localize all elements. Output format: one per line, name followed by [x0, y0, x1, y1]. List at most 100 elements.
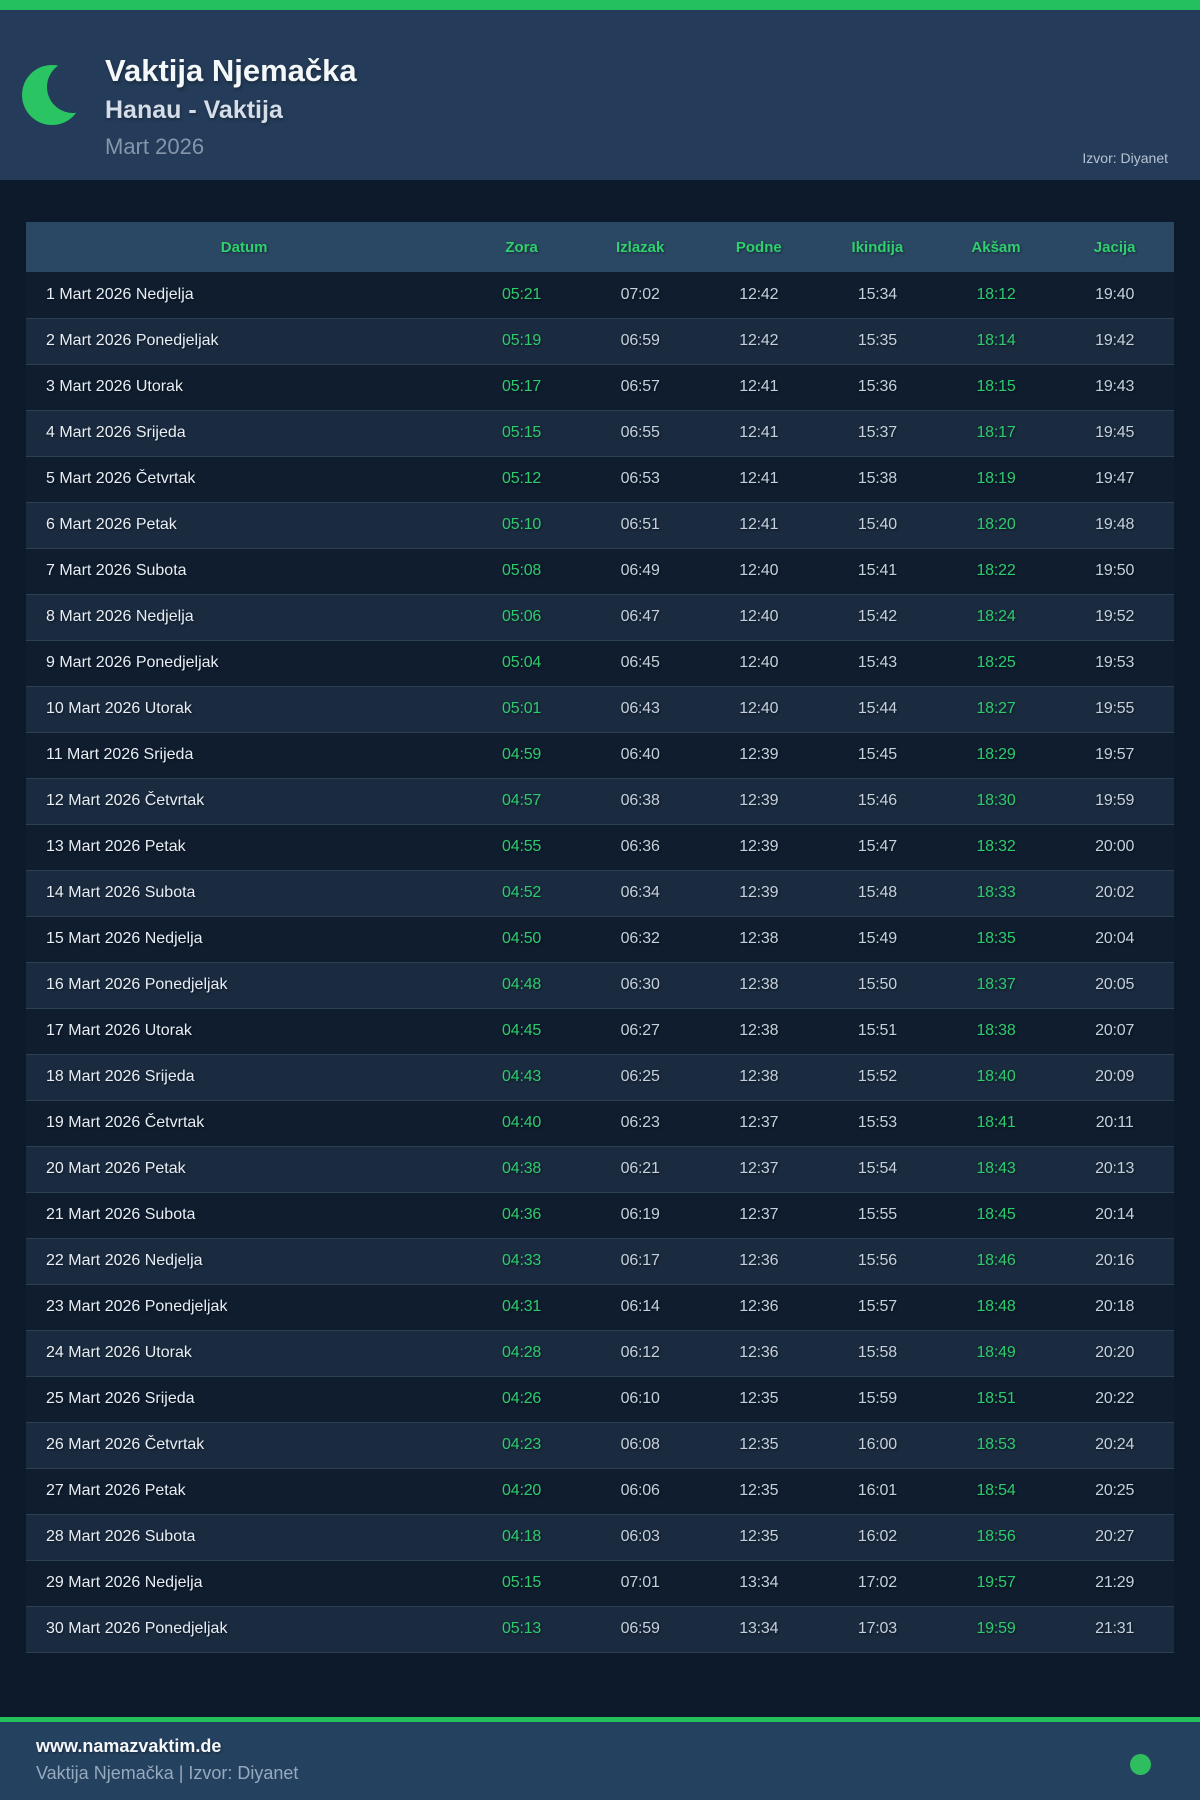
podne-time: 12:39	[739, 746, 779, 763]
ikindija-time: 15:41	[857, 562, 897, 579]
aksam-time: 18:17	[976, 424, 1016, 441]
ikindija-time: 16:01	[857, 1482, 897, 1499]
aksam-time: 18:12	[976, 285, 1016, 303]
izlazak-time: 06:43	[620, 700, 660, 717]
date-cell: 4 Mart 2026 Srijeda	[46, 424, 186, 441]
podne-time: 12:40	[739, 608, 779, 625]
podne-time: 12:37	[739, 1206, 779, 1223]
podne-time: 12:38	[739, 976, 779, 993]
date-cell: 18 Mart 2026 Srijeda	[46, 1068, 195, 1085]
aksam-time: 18:29	[976, 746, 1016, 763]
jacija-time: 20:11	[1095, 1114, 1134, 1131]
table-row: 4 Mart 2026 Srijeda 05:15 06:55 12:41 15…	[26, 410, 1174, 456]
ikindija-time: 17:03	[857, 1620, 897, 1637]
date-cell: 22 Mart 2026 Nedjelja	[46, 1252, 203, 1269]
podne-time: 12:38	[739, 1068, 779, 1085]
month-label: Mart 2026	[105, 133, 205, 159]
table-row: 17 Mart 2026 Utorak 04:45 06:27 12:38 15…	[26, 1008, 1174, 1054]
table-row: 25 Mart 2026 Srijeda 04:26 06:10 12:35 1…	[26, 1376, 1174, 1422]
aksam-time: 18:15	[976, 378, 1016, 395]
ikindija-time: 15:40	[857, 516, 897, 533]
jacija-time: 19:59	[1095, 792, 1135, 809]
date-cell: 2 Mart 2026 Ponedjeljak	[46, 332, 219, 349]
table-row: 29 Mart 2026 Nedjelja 05:15 07:01 13:34 …	[26, 1560, 1174, 1606]
izlazak-time: 06:19	[620, 1206, 660, 1223]
prayer-times-table: Datum Zora Izlazak Podne Ikindija Akšam …	[26, 222, 1174, 1653]
ikindija-time: 15:50	[857, 976, 897, 993]
zora-time: 04:31	[502, 1298, 542, 1315]
date-cell: 26 Mart 2026 Četvrtak	[46, 1436, 205, 1453]
ikindija-time: 15:36	[857, 378, 897, 395]
izlazak-time: 07:02	[620, 285, 660, 303]
jacija-time: 20:13	[1095, 1160, 1135, 1177]
aksam-time: 18:19	[976, 470, 1016, 487]
date-cell: 24 Mart 2026 Utorak	[46, 1344, 192, 1361]
aksam-time: 18:33	[976, 884, 1016, 901]
ikindija-time: 16:02	[857, 1528, 897, 1545]
izlazak-time: 06:59	[620, 332, 660, 349]
aksam-time: 18:40	[976, 1068, 1016, 1085]
zora-time: 04:57	[502, 792, 542, 809]
podne-time: 12:42	[739, 285, 779, 303]
prayer-times-section: Datum Zora Izlazak Podne Ikindija Akšam …	[0, 180, 1200, 1717]
jacija-time: 19:53	[1095, 654, 1135, 671]
date-cell: 8 Mart 2026 Nedjelja	[46, 608, 194, 625]
aksam-time: 18:32	[976, 838, 1016, 855]
zora-time: 05:04	[502, 654, 542, 671]
jacija-time: 19:40	[1095, 285, 1135, 303]
podne-time: 12:39	[739, 884, 779, 901]
podne-time: 13:34	[739, 1620, 779, 1637]
zora-time: 04:23	[502, 1436, 542, 1453]
date-cell: 30 Mart 2026 Ponedjeljak	[46, 1620, 228, 1637]
table-row: 8 Mart 2026 Nedjelja 05:06 06:47 12:40 1…	[26, 594, 1174, 640]
zora-time: 04:59	[502, 746, 542, 763]
table-row: 23 Mart 2026 Ponedjeljak 04:31 06:14 12:…	[26, 1284, 1174, 1330]
podne-time: 12:36	[739, 1344, 779, 1361]
aksam-time: 18:24	[976, 608, 1016, 625]
ikindija-time: 15:37	[857, 424, 897, 441]
ikindija-time: 15:38	[857, 470, 897, 487]
zora-time: 04:36	[502, 1206, 542, 1223]
izlazak-time: 06:38	[620, 792, 660, 809]
izlazak-time: 06:49	[620, 562, 660, 579]
jacija-time: 19:52	[1095, 608, 1135, 625]
table-row: 16 Mart 2026 Ponedjeljak 04:48 06:30 12:…	[26, 962, 1174, 1008]
podne-time: 12:37	[739, 1114, 779, 1131]
zora-time: 05:01	[502, 700, 542, 717]
podne-time: 12:36	[739, 1298, 779, 1315]
date-cell: 1 Mart 2026 Nedjelja	[46, 285, 194, 303]
jacija-time: 19:57	[1095, 746, 1135, 763]
ikindija-time: 15:57	[857, 1298, 897, 1315]
zora-time: 04:55	[502, 838, 542, 855]
podne-time: 12:41	[739, 424, 779, 441]
jacija-time: 20:27	[1095, 1528, 1135, 1545]
date-cell: 17 Mart 2026 Utorak	[46, 1022, 192, 1039]
date-cell: 25 Mart 2026 Srijeda	[46, 1390, 195, 1407]
izlazak-time: 06:12	[620, 1344, 660, 1361]
podne-time: 12:42	[739, 332, 779, 349]
ikindija-time: 15:55	[857, 1206, 897, 1223]
table-row: 12 Mart 2026 Četvrtak 04:57 06:38 12:39 …	[26, 778, 1174, 824]
page-footer: www.namazvaktim.de Vaktija Njemačka | Iz…	[0, 1722, 1200, 1800]
jacija-time: 20:18	[1095, 1298, 1135, 1315]
date-cell: 19 Mart 2026 Četvrtak	[46, 1114, 205, 1131]
aksam-time: 18:35	[976, 930, 1016, 947]
table-row: 10 Mart 2026 Utorak 05:01 06:43 12:40 15…	[26, 686, 1174, 732]
podne-time: 12:35	[739, 1528, 779, 1545]
jacija-time: 20:04	[1095, 930, 1135, 947]
zora-time: 04:48	[502, 976, 542, 993]
izlazak-time: 06:10	[620, 1390, 660, 1407]
aksam-time: 18:53	[976, 1436, 1016, 1453]
date-cell: 20 Mart 2026 Petak	[46, 1160, 186, 1177]
izlazak-time: 06:51	[620, 516, 660, 533]
zora-time: 04:28	[502, 1344, 542, 1361]
table-row: 2 Mart 2026 Ponedjeljak 05:19 06:59 12:4…	[26, 318, 1174, 364]
aksam-time: 18:37	[976, 976, 1016, 993]
date-cell: 7 Mart 2026 Subota	[46, 562, 187, 579]
jacija-time: 20:24	[1095, 1436, 1135, 1453]
izlazak-time: 06:59	[620, 1620, 660, 1637]
jacija-time: 20:22	[1095, 1390, 1135, 1407]
jacija-time: 19:45	[1095, 424, 1135, 441]
podne-time: 12:41	[739, 516, 779, 533]
zora-time: 05:08	[502, 562, 542, 579]
